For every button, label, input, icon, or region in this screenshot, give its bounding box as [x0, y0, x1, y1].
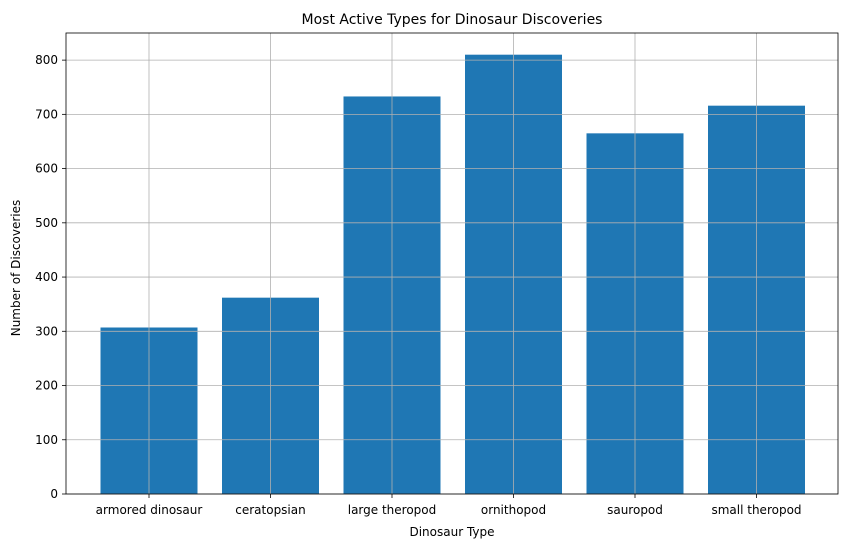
bars-layer: [100, 54, 805, 495]
y-tick-label: 500: [35, 216, 58, 230]
ticks-layer: 0 100 200 300 400 500 600 700 800 armored dinosau…: [35, 53, 801, 517]
y-tick-label: 700: [35, 107, 58, 121]
x-tick-label: sauropod: [607, 503, 663, 517]
x-axis-title: Dinosaur Type: [409, 525, 494, 539]
y-tick-label: 0: [50, 487, 58, 501]
axes-layer: [65, 32, 839, 495]
x-tick-label: armored dinosaur: [96, 503, 203, 517]
x-tick-label: large theropod: [348, 503, 437, 517]
chart-title: Most Active Types for Dinosaur Discoveri…: [302, 12, 603, 28]
y-tick-label: 100: [35, 433, 58, 447]
y-axis-title: Number of Discoveries: [9, 200, 23, 337]
y-tick-label: 300: [35, 324, 58, 338]
y-tick-label: 400: [35, 270, 58, 284]
y-tick-label: 800: [35, 53, 58, 67]
y-tick-label: 200: [35, 379, 58, 393]
plot-frame: [65, 32, 839, 495]
x-tick-label: ornithopod: [481, 503, 546, 517]
x-tick-label: ceratopsian: [235, 503, 305, 517]
x-tick-label: small theropod: [711, 503, 801, 517]
y-tick-label: 600: [35, 162, 58, 176]
